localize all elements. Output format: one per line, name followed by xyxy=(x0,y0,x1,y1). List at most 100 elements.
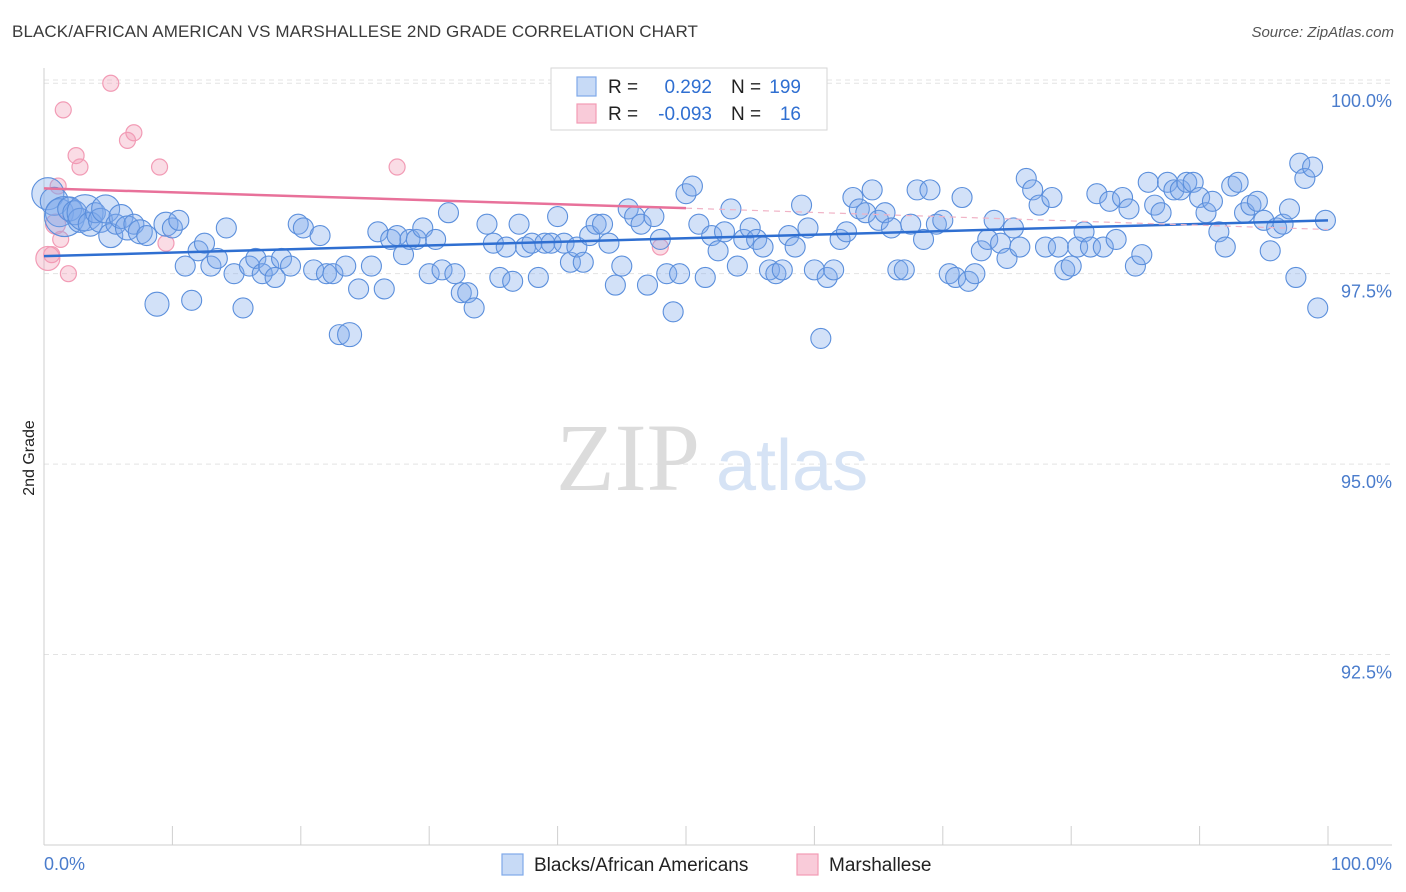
black-point-110 xyxy=(758,259,781,281)
black-point-26 xyxy=(193,232,216,254)
black-point-135 xyxy=(919,179,941,201)
y-tick-label-0: 100.0% xyxy=(1331,91,1392,111)
black-point-185 xyxy=(1240,194,1262,216)
black-point-143 xyxy=(970,240,992,262)
watermark: ZIP atlas xyxy=(556,404,868,511)
black-point-182 xyxy=(1221,175,1243,197)
black-point-69 xyxy=(495,236,517,258)
black-point-133 xyxy=(906,179,928,201)
black-point-3 xyxy=(43,195,86,238)
watermark-atlas: atlas xyxy=(716,426,868,506)
black-point-68 xyxy=(489,266,511,289)
black-point-95 xyxy=(662,301,684,323)
black-trend-line xyxy=(43,219,1329,258)
black-point-122 xyxy=(835,221,858,243)
black-point-61 xyxy=(437,202,460,224)
black-point-81 xyxy=(572,251,594,273)
black-point-163 xyxy=(1099,190,1121,212)
black-point-74 xyxy=(527,266,549,289)
black-point-48 xyxy=(348,278,370,300)
black-point-183 xyxy=(1227,171,1249,193)
black-point-19 xyxy=(144,291,170,317)
black-point-35 xyxy=(258,255,280,277)
marshallese-trend-extension xyxy=(685,207,1329,231)
black-point-36 xyxy=(264,266,286,289)
black-point-14 xyxy=(108,203,134,230)
black-point-87 xyxy=(611,255,633,277)
source-label: Source: ZipAtlas.com xyxy=(1251,24,1394,41)
y-axis-label: 2nd Grade xyxy=(21,420,38,496)
black-point-173 xyxy=(1163,179,1185,201)
black-point-118 xyxy=(810,327,832,349)
series-legend: Blacks/African Americans Marshallese xyxy=(501,853,931,876)
black-point-116 xyxy=(797,217,819,239)
marshallese-point-8 xyxy=(71,158,89,176)
black-point-191 xyxy=(1278,198,1301,220)
black-point-164 xyxy=(1105,228,1127,250)
black-point-181 xyxy=(1214,236,1236,258)
black-point-22 xyxy=(168,209,190,231)
black-point-100 xyxy=(694,266,716,289)
black-point-78 xyxy=(553,232,575,254)
black-point-65 xyxy=(463,297,485,319)
series-swatch-blue xyxy=(501,853,524,876)
black-point-45 xyxy=(328,324,350,346)
black-point-107 xyxy=(739,217,761,239)
black-point-194 xyxy=(1294,167,1316,190)
marshallese-point-9 xyxy=(102,74,120,92)
marshallese-point-5 xyxy=(54,101,72,119)
gridlines xyxy=(44,79,1392,656)
black-point-60 xyxy=(431,259,453,281)
black-point-169 xyxy=(1137,171,1159,193)
black-point-130 xyxy=(887,259,909,281)
legend-swatch-blue xyxy=(576,76,597,97)
black-point-123 xyxy=(842,186,864,209)
black-point-109 xyxy=(752,236,774,258)
marshallese-points xyxy=(35,74,669,283)
black-point-58 xyxy=(418,263,440,285)
legend-r-value-1: 0.292 xyxy=(664,77,712,98)
x-tick-label-1: 100.0% xyxy=(1331,854,1392,874)
black-point-154 xyxy=(1041,186,1063,209)
marshallese-point-12 xyxy=(150,158,169,176)
black-point-161 xyxy=(1086,183,1108,205)
black-point-18 xyxy=(136,225,158,247)
black-point-66 xyxy=(476,213,498,235)
legend-n-value-1: 199 xyxy=(769,77,801,98)
black-point-111 xyxy=(765,263,787,285)
black-point-137 xyxy=(932,209,954,231)
black-point-51 xyxy=(373,278,395,300)
black-point-167 xyxy=(1124,255,1146,277)
black-point-171 xyxy=(1150,202,1172,224)
black-point-152 xyxy=(1028,194,1050,216)
black-point-62 xyxy=(444,263,466,285)
black-point-188 xyxy=(1259,240,1281,262)
legend-r-label-2: R = xyxy=(608,104,638,125)
black-point-126 xyxy=(861,179,883,201)
black-point-131 xyxy=(893,259,915,281)
y-tick-label-3: 92.5% xyxy=(1341,663,1392,683)
marshallese-point-6 xyxy=(59,265,77,283)
black-point-192 xyxy=(1285,266,1307,289)
black-point-102 xyxy=(707,240,729,262)
black-point-23 xyxy=(174,255,196,277)
series-swatch-pink xyxy=(796,853,819,876)
black-point-28 xyxy=(206,247,228,269)
black-point-117 xyxy=(803,259,825,281)
black-point-155 xyxy=(1047,236,1069,258)
black-point-43 xyxy=(315,263,338,285)
marshallese-trend-line xyxy=(43,187,687,210)
black-point-85 xyxy=(598,232,620,254)
stats-legend-box xyxy=(550,67,828,131)
black-point-38 xyxy=(279,255,302,277)
y-tick-label-2: 95.0% xyxy=(1341,472,1392,492)
black-point-94 xyxy=(656,263,678,285)
black-point-105 xyxy=(726,255,748,277)
series-label-marshallese: Marshallese xyxy=(829,855,931,876)
black-point-24 xyxy=(181,289,203,311)
black-point-47 xyxy=(337,322,363,348)
black-point-134 xyxy=(912,228,935,250)
black-point-96 xyxy=(669,263,691,285)
black-point-46 xyxy=(335,255,357,277)
black-point-84 xyxy=(591,213,614,235)
